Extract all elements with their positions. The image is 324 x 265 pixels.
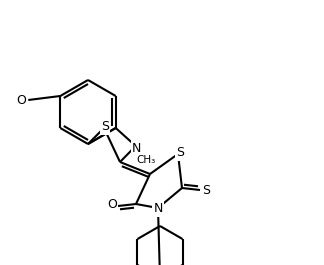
Text: CH₃: CH₃ [136,155,155,165]
Text: S: S [176,147,184,160]
Text: O: O [107,198,117,211]
Text: N: N [132,142,141,154]
Text: S: S [202,184,210,197]
Text: N: N [153,202,163,215]
Text: O: O [16,94,26,107]
Text: S: S [101,121,109,134]
